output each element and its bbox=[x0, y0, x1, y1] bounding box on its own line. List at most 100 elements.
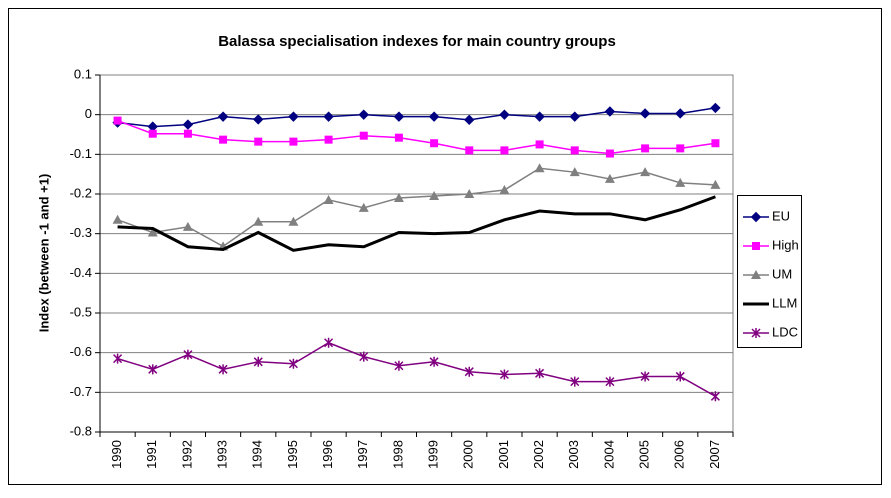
legend-marker bbox=[750, 211, 762, 223]
marker bbox=[288, 216, 299, 226]
x-tick-label: 1991 bbox=[144, 440, 159, 469]
marker bbox=[217, 111, 229, 122]
y-tick-label: -0.7 bbox=[70, 384, 92, 399]
legend-label: UM bbox=[772, 266, 792, 281]
marker bbox=[113, 116, 122, 125]
marker bbox=[148, 364, 158, 375]
x-tick-label: 2000 bbox=[461, 440, 476, 469]
x-tick-label: 1994 bbox=[250, 440, 265, 469]
series-line bbox=[117, 195, 716, 252]
marker bbox=[289, 137, 298, 146]
marker bbox=[394, 360, 404, 371]
x-tick-label: 2002 bbox=[531, 440, 546, 469]
marker bbox=[465, 146, 474, 155]
marker bbox=[675, 177, 686, 187]
marker bbox=[148, 129, 157, 138]
y-tick-label: -0.2 bbox=[70, 185, 92, 200]
marker bbox=[499, 185, 510, 195]
marker bbox=[500, 146, 509, 155]
marker bbox=[676, 144, 685, 153]
x-tick-label: 2006 bbox=[672, 440, 687, 469]
x-tick-label: 1992 bbox=[179, 440, 194, 469]
marker bbox=[710, 179, 721, 189]
y-tick-label: 0 bbox=[85, 106, 92, 121]
marker bbox=[570, 376, 580, 387]
y-tick-label: -0.6 bbox=[70, 344, 92, 359]
marker bbox=[359, 351, 369, 362]
marker bbox=[183, 349, 193, 360]
x-tick-label: 1995 bbox=[285, 440, 300, 469]
marker bbox=[358, 202, 369, 212]
marker bbox=[113, 353, 123, 364]
marker bbox=[605, 149, 614, 158]
marker bbox=[499, 369, 509, 380]
marker bbox=[711, 139, 720, 148]
legend-box bbox=[737, 195, 802, 348]
legend-label: High bbox=[772, 237, 799, 252]
y-tick-label: -0.3 bbox=[70, 225, 92, 240]
series-line bbox=[117, 167, 716, 248]
marker bbox=[429, 190, 440, 200]
x-tick-label: 2001 bbox=[496, 440, 511, 469]
marker bbox=[499, 109, 510, 120]
marker bbox=[604, 106, 616, 117]
x-tick-label: 1997 bbox=[355, 440, 370, 469]
marker bbox=[535, 140, 544, 149]
x-tick-label: 1998 bbox=[390, 440, 405, 469]
y-tick-label: -0.8 bbox=[70, 423, 92, 438]
marker bbox=[640, 167, 651, 177]
legend-label: LLM bbox=[772, 295, 797, 310]
marker bbox=[218, 364, 228, 375]
marker bbox=[534, 163, 545, 173]
marker bbox=[254, 137, 263, 146]
x-tick-label: 2004 bbox=[601, 440, 616, 469]
chart-title: Balassa specialisation indexes for main … bbox=[218, 33, 616, 50]
x-tick-label: 1996 bbox=[320, 440, 335, 469]
marker bbox=[324, 337, 334, 348]
marker bbox=[253, 216, 264, 226]
marker bbox=[464, 366, 474, 377]
legend-marker bbox=[751, 328, 761, 338]
x-tick-label: 2007 bbox=[707, 440, 722, 469]
marker bbox=[675, 108, 686, 119]
marker bbox=[570, 146, 579, 155]
series-line bbox=[117, 107, 716, 128]
marker bbox=[569, 167, 580, 177]
marker bbox=[219, 135, 228, 144]
y-tick-label: -0.5 bbox=[70, 304, 92, 319]
marker bbox=[253, 356, 263, 367]
marker bbox=[393, 111, 405, 122]
marker bbox=[394, 133, 403, 142]
x-tick-label: 2005 bbox=[637, 440, 652, 469]
plot-area bbox=[99, 74, 734, 433]
x-tick-label: 1999 bbox=[426, 440, 441, 469]
legend-marker bbox=[752, 242, 760, 250]
marker bbox=[359, 131, 368, 140]
marker bbox=[640, 371, 650, 382]
legend-label: EU bbox=[772, 208, 790, 223]
marker bbox=[430, 139, 439, 148]
marker bbox=[605, 376, 615, 387]
marker bbox=[464, 114, 475, 126]
marker bbox=[710, 102, 721, 114]
marker bbox=[710, 391, 720, 402]
y-tick-label: -0.1 bbox=[70, 146, 92, 161]
marker bbox=[323, 194, 334, 204]
marker bbox=[324, 135, 333, 144]
marker bbox=[639, 108, 651, 119]
series-line bbox=[117, 119, 716, 155]
x-tick-label: 1993 bbox=[215, 440, 230, 469]
x-tick-label: 1990 bbox=[109, 440, 124, 469]
y-axis-label: Index (between -1 and +1) bbox=[36, 174, 51, 333]
x-tick-label: 2003 bbox=[566, 440, 581, 469]
marker bbox=[112, 214, 123, 224]
marker bbox=[604, 173, 615, 183]
marker bbox=[428, 111, 440, 122]
marker bbox=[182, 221, 193, 231]
marker bbox=[288, 111, 299, 122]
y-tick-label: 0.1 bbox=[74, 66, 92, 81]
legend-label: LDC bbox=[772, 324, 798, 339]
marker bbox=[147, 227, 158, 237]
